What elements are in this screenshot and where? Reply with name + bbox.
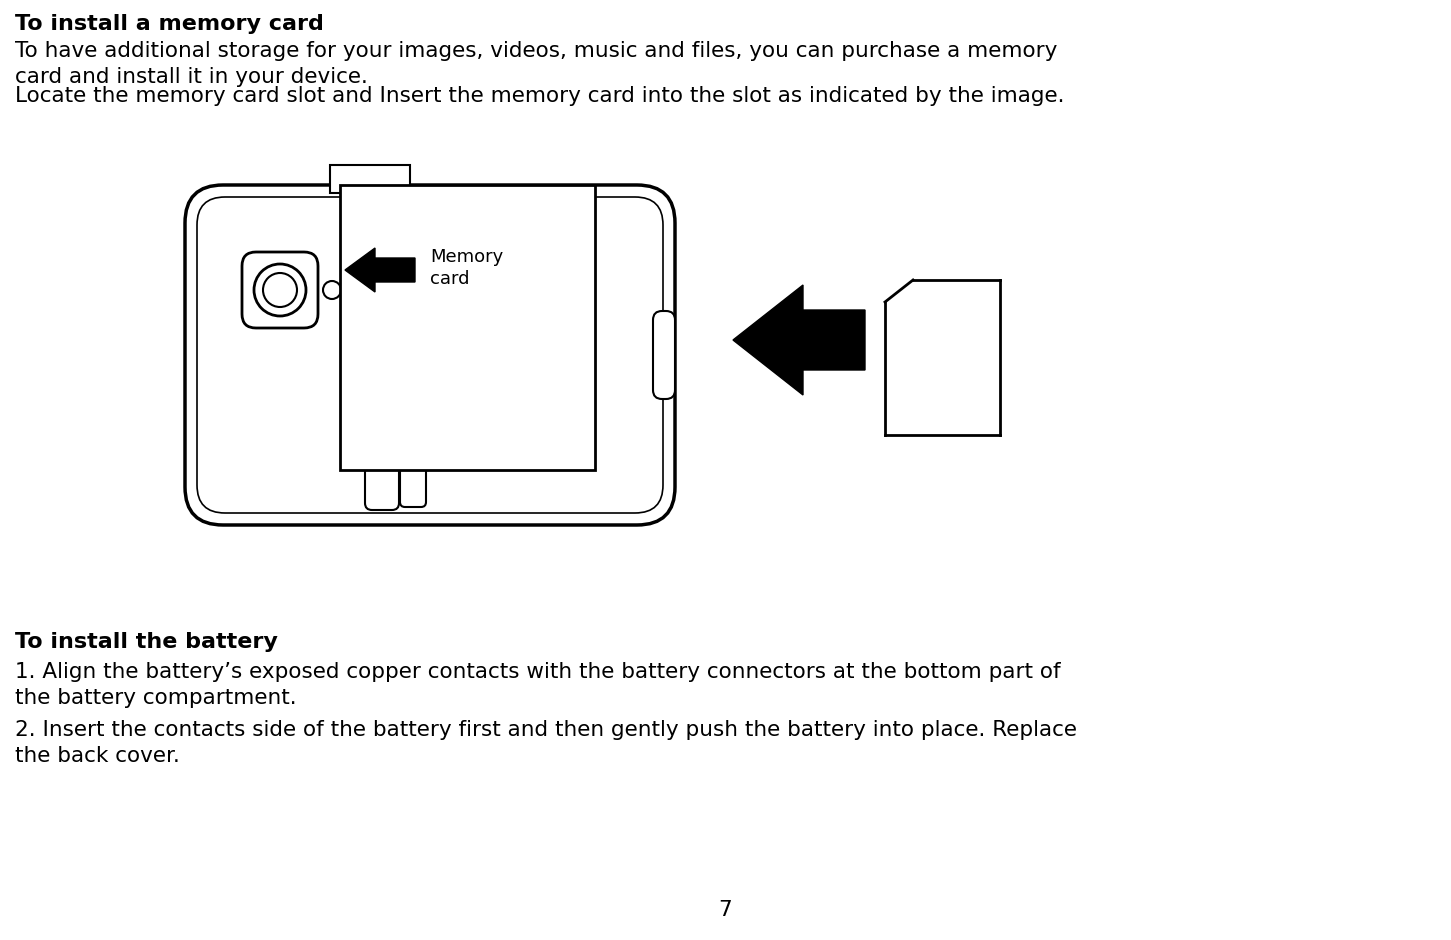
Bar — [329, 165, 411, 193]
FancyBboxPatch shape — [653, 311, 675, 399]
FancyBboxPatch shape — [242, 252, 318, 328]
Text: 7: 7 — [718, 900, 731, 920]
Text: To install a memory card: To install a memory card — [15, 14, 324, 34]
Text: Memory
card: Memory card — [429, 248, 503, 288]
Text: 2. Insert the contacts side of the battery first and then gently push the batter: 2. Insert the contacts side of the batte… — [15, 720, 1077, 765]
Polygon shape — [733, 285, 865, 395]
FancyBboxPatch shape — [400, 451, 427, 507]
Text: Locate the memory card slot and Insert the memory card into the slot as indicate: Locate the memory card slot and Insert t… — [15, 86, 1065, 106]
Polygon shape — [345, 248, 415, 292]
Text: To have additional storage for your images, videos, music and files, you can pur: To have additional storage for your imag… — [15, 41, 1058, 86]
FancyBboxPatch shape — [366, 449, 399, 510]
Bar — [340, 185, 595, 470]
FancyBboxPatch shape — [184, 185, 675, 525]
FancyBboxPatch shape — [197, 197, 663, 513]
Text: To install the battery: To install the battery — [15, 632, 279, 652]
Text: 1. Align the battery’s exposed copper contacts with the battery connectors at th: 1. Align the battery’s exposed copper co… — [15, 662, 1061, 708]
